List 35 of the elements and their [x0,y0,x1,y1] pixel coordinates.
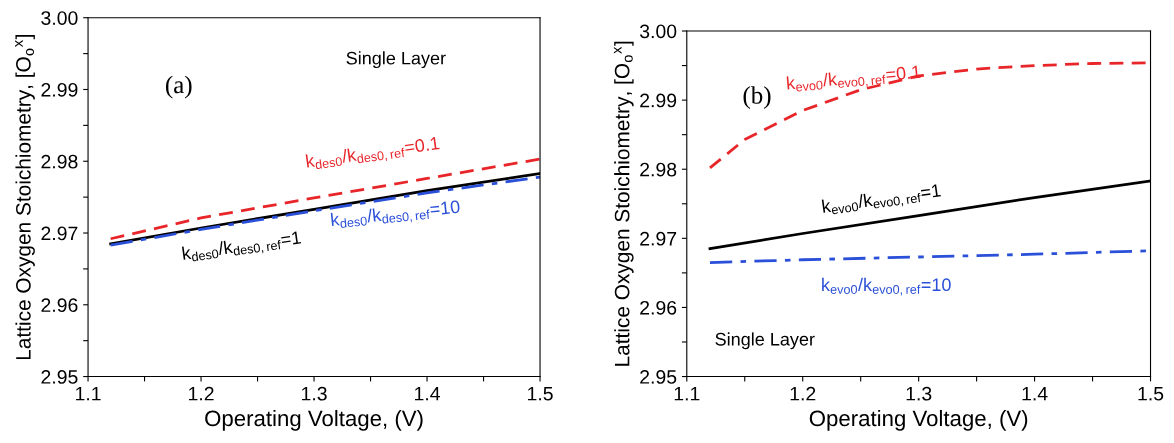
y-tick-label: 2.98 [640,162,677,177]
text: k$_{evo0}$/k$_{evo0,ref}$=1 [821,183,942,218]
text: k$_{des0}$/k$_{des0,ref}$=1 [181,230,302,265]
y-tick-label: 2.97 [640,231,677,246]
x-tick-label: 1.1 [674,386,700,401]
y-tick-label: 2.96 [640,300,677,315]
x-tick-label: 1.3 [302,386,327,401]
y-tick-label: 2.95 [41,370,78,384]
x-tick-label: 1.2 [189,386,214,401]
x-axis-title: Operating Voltage, (V) [205,409,423,431]
text: k$_{des0}$/k$_{des0,ref}$=0.1 [305,136,441,172]
x-tick-label: 1.2 [790,386,816,401]
y-axis-title: Lattice Oxygen Stoichiometry, [O$_{o}$$^{x}$] [613,41,634,366]
y-axis-title: Lattice Oxygen Stoichiometry, [O$_{o}$$^{x}$] [15,35,35,360]
y-tick-label: 2.98 [41,154,78,169]
y-tick-label: 2.95 [640,370,677,384]
annotation: (a) [165,75,192,99]
x-tick-label: 1.1 [76,386,101,401]
x-tick-label: 1.4 [1022,386,1048,401]
x-tick-label: 1.5 [528,386,553,401]
annotation: Single Layer [346,51,446,69]
x-tick-label: 1.3 [906,386,932,401]
x-tick-label: 1.5 [1138,386,1164,401]
y-tick-label: 2.99 [640,93,677,108]
y-tick-label: 2.99 [41,82,78,97]
annotation: Single Layer [715,332,815,350]
y-tick-label: 3.00 [639,24,677,39]
y-tick-label: 2.96 [41,298,78,313]
annotation: (b) [743,86,771,109]
y-tick-label: 2.97 [41,226,78,241]
x-axis-title: Operating Voltage, (V) [809,409,1028,431]
text: k$_{des0}$/k$_{des0,ref}$=10 [330,199,461,231]
y-tick-label: 3.00 [41,11,78,25]
x-tick-label: 1.4 [415,386,440,401]
series-label: k$_{evo0}$/k$_{evo0,ref}$=10 [822,277,951,296]
